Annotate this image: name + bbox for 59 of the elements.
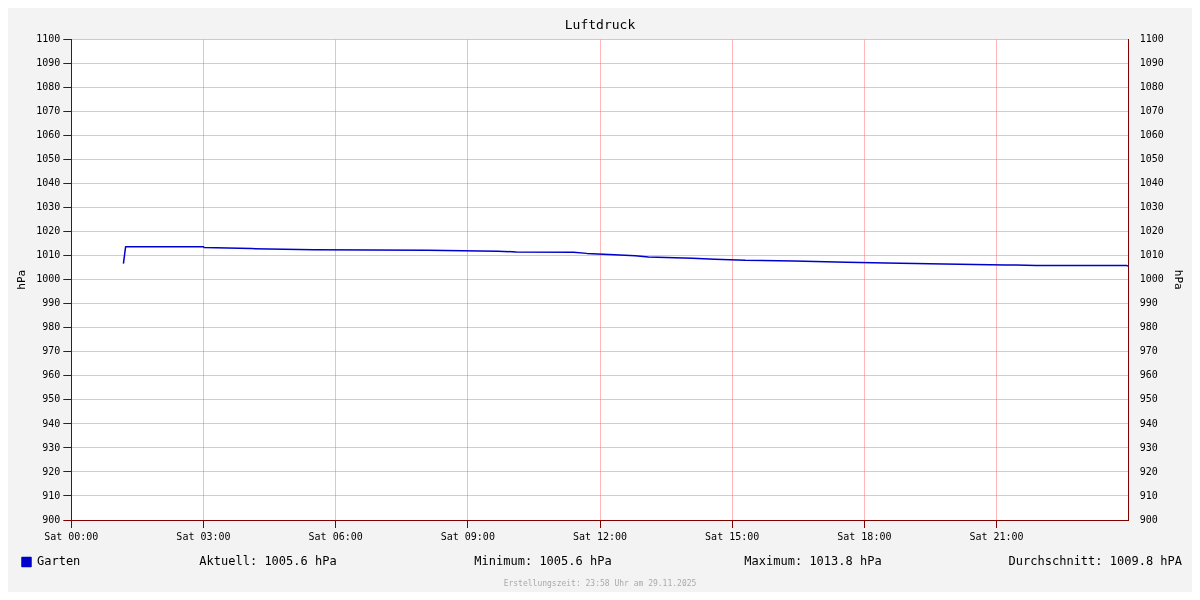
y2-tick-label: 1040 — [1139, 177, 1164, 189]
y2-tick-label: 1010 — [1139, 249, 1164, 261]
y-tick-label: 1080 — [36, 81, 61, 93]
y-tick-label: 1040 — [36, 177, 61, 189]
y2-tick-label: 910 — [1139, 489, 1158, 501]
y2-tick-label: 940 — [1139, 417, 1158, 429]
y2-tick-label: 920 — [1139, 465, 1158, 477]
y-tick-label: 950 — [42, 393, 61, 405]
chart-title: Luftdruck — [564, 17, 636, 33]
y-tick-label: 940 — [42, 417, 61, 429]
x-tick-label: Sat 00:00 — [44, 530, 99, 542]
text: Erstellungszeit: 23:58 Uhr am 29.11.2025 — [503, 579, 697, 589]
y-tick-label: 1000 — [36, 273, 61, 285]
y-tick-label: 970 — [42, 345, 61, 357]
y-tick-label: 920 — [42, 465, 61, 477]
y2-tick-label: 950 — [1139, 393, 1158, 405]
y-tick-label: 980 — [42, 321, 61, 333]
y-tick-label: 1010 — [36, 249, 61, 261]
y2-axis-title: hPa — [1171, 269, 1185, 290]
y2-tick-label: 1090 — [1139, 57, 1164, 69]
text: Minimum: 1005.6 hPa — [474, 554, 612, 569]
x-tick-label: Sat 18:00 — [837, 530, 892, 542]
x-tick-label: Sat 09:00 — [440, 530, 495, 542]
y-axis-title: hPa — [15, 269, 29, 290]
y-tick-label: 1100 — [36, 33, 61, 45]
y-tick-label: 900 — [42, 513, 61, 525]
y2-tick-label: 960 — [1139, 369, 1158, 381]
y-tick-label: 1020 — [36, 225, 61, 237]
y-tick-label: 1070 — [36, 105, 61, 117]
x-tick-label: Sat 06:00 — [308, 530, 363, 542]
x-tick-label: Sat 03:00 — [176, 530, 231, 542]
y2-tick-label: 1080 — [1139, 81, 1164, 93]
y2-tick-label: 1070 — [1139, 105, 1164, 117]
y2-tick-label: 970 — [1139, 345, 1158, 357]
y2-tick-label: 980 — [1139, 321, 1158, 333]
y2-tick-label: 1020 — [1139, 225, 1164, 237]
text: Durchschnitt: 1009.8 hPA — [1008, 554, 1183, 569]
y2-tick-label: 900 — [1139, 513, 1158, 525]
y2-tick-label: 1060 — [1139, 129, 1164, 141]
y-tick-label: 910 — [42, 489, 61, 501]
y-tick-label: 1090 — [36, 57, 61, 69]
y2-tick-label: 930 — [1139, 441, 1158, 453]
text: Maximum: 1013.8 hPa — [744, 554, 882, 569]
y-tick-label: 960 — [42, 369, 61, 381]
x-tick-label: Sat 12:00 — [572, 530, 628, 542]
legend-label: Garten — [37, 554, 81, 569]
x-tick-label: Sat 21:00 — [969, 530, 1024, 542]
y2-tick-label: 1050 — [1139, 153, 1164, 165]
y-tick-label: 990 — [42, 297, 61, 309]
y-tick-label: 1050 — [36, 153, 61, 165]
y-tick-label: 1060 — [36, 129, 61, 141]
y2-tick-label: 1000 — [1139, 273, 1164, 285]
x-tick-label: Sat 15:00 — [705, 530, 760, 542]
text: Aktuell: 1005.6 hPa — [199, 554, 337, 569]
y2-tick-label: 1030 — [1139, 201, 1164, 213]
y2-tick-label: 990 — [1139, 297, 1158, 309]
y2-tick-label: 1100 — [1139, 33, 1164, 45]
y-tick-label: 930 — [42, 441, 61, 453]
y-tick-label: 1030 — [36, 201, 61, 213]
